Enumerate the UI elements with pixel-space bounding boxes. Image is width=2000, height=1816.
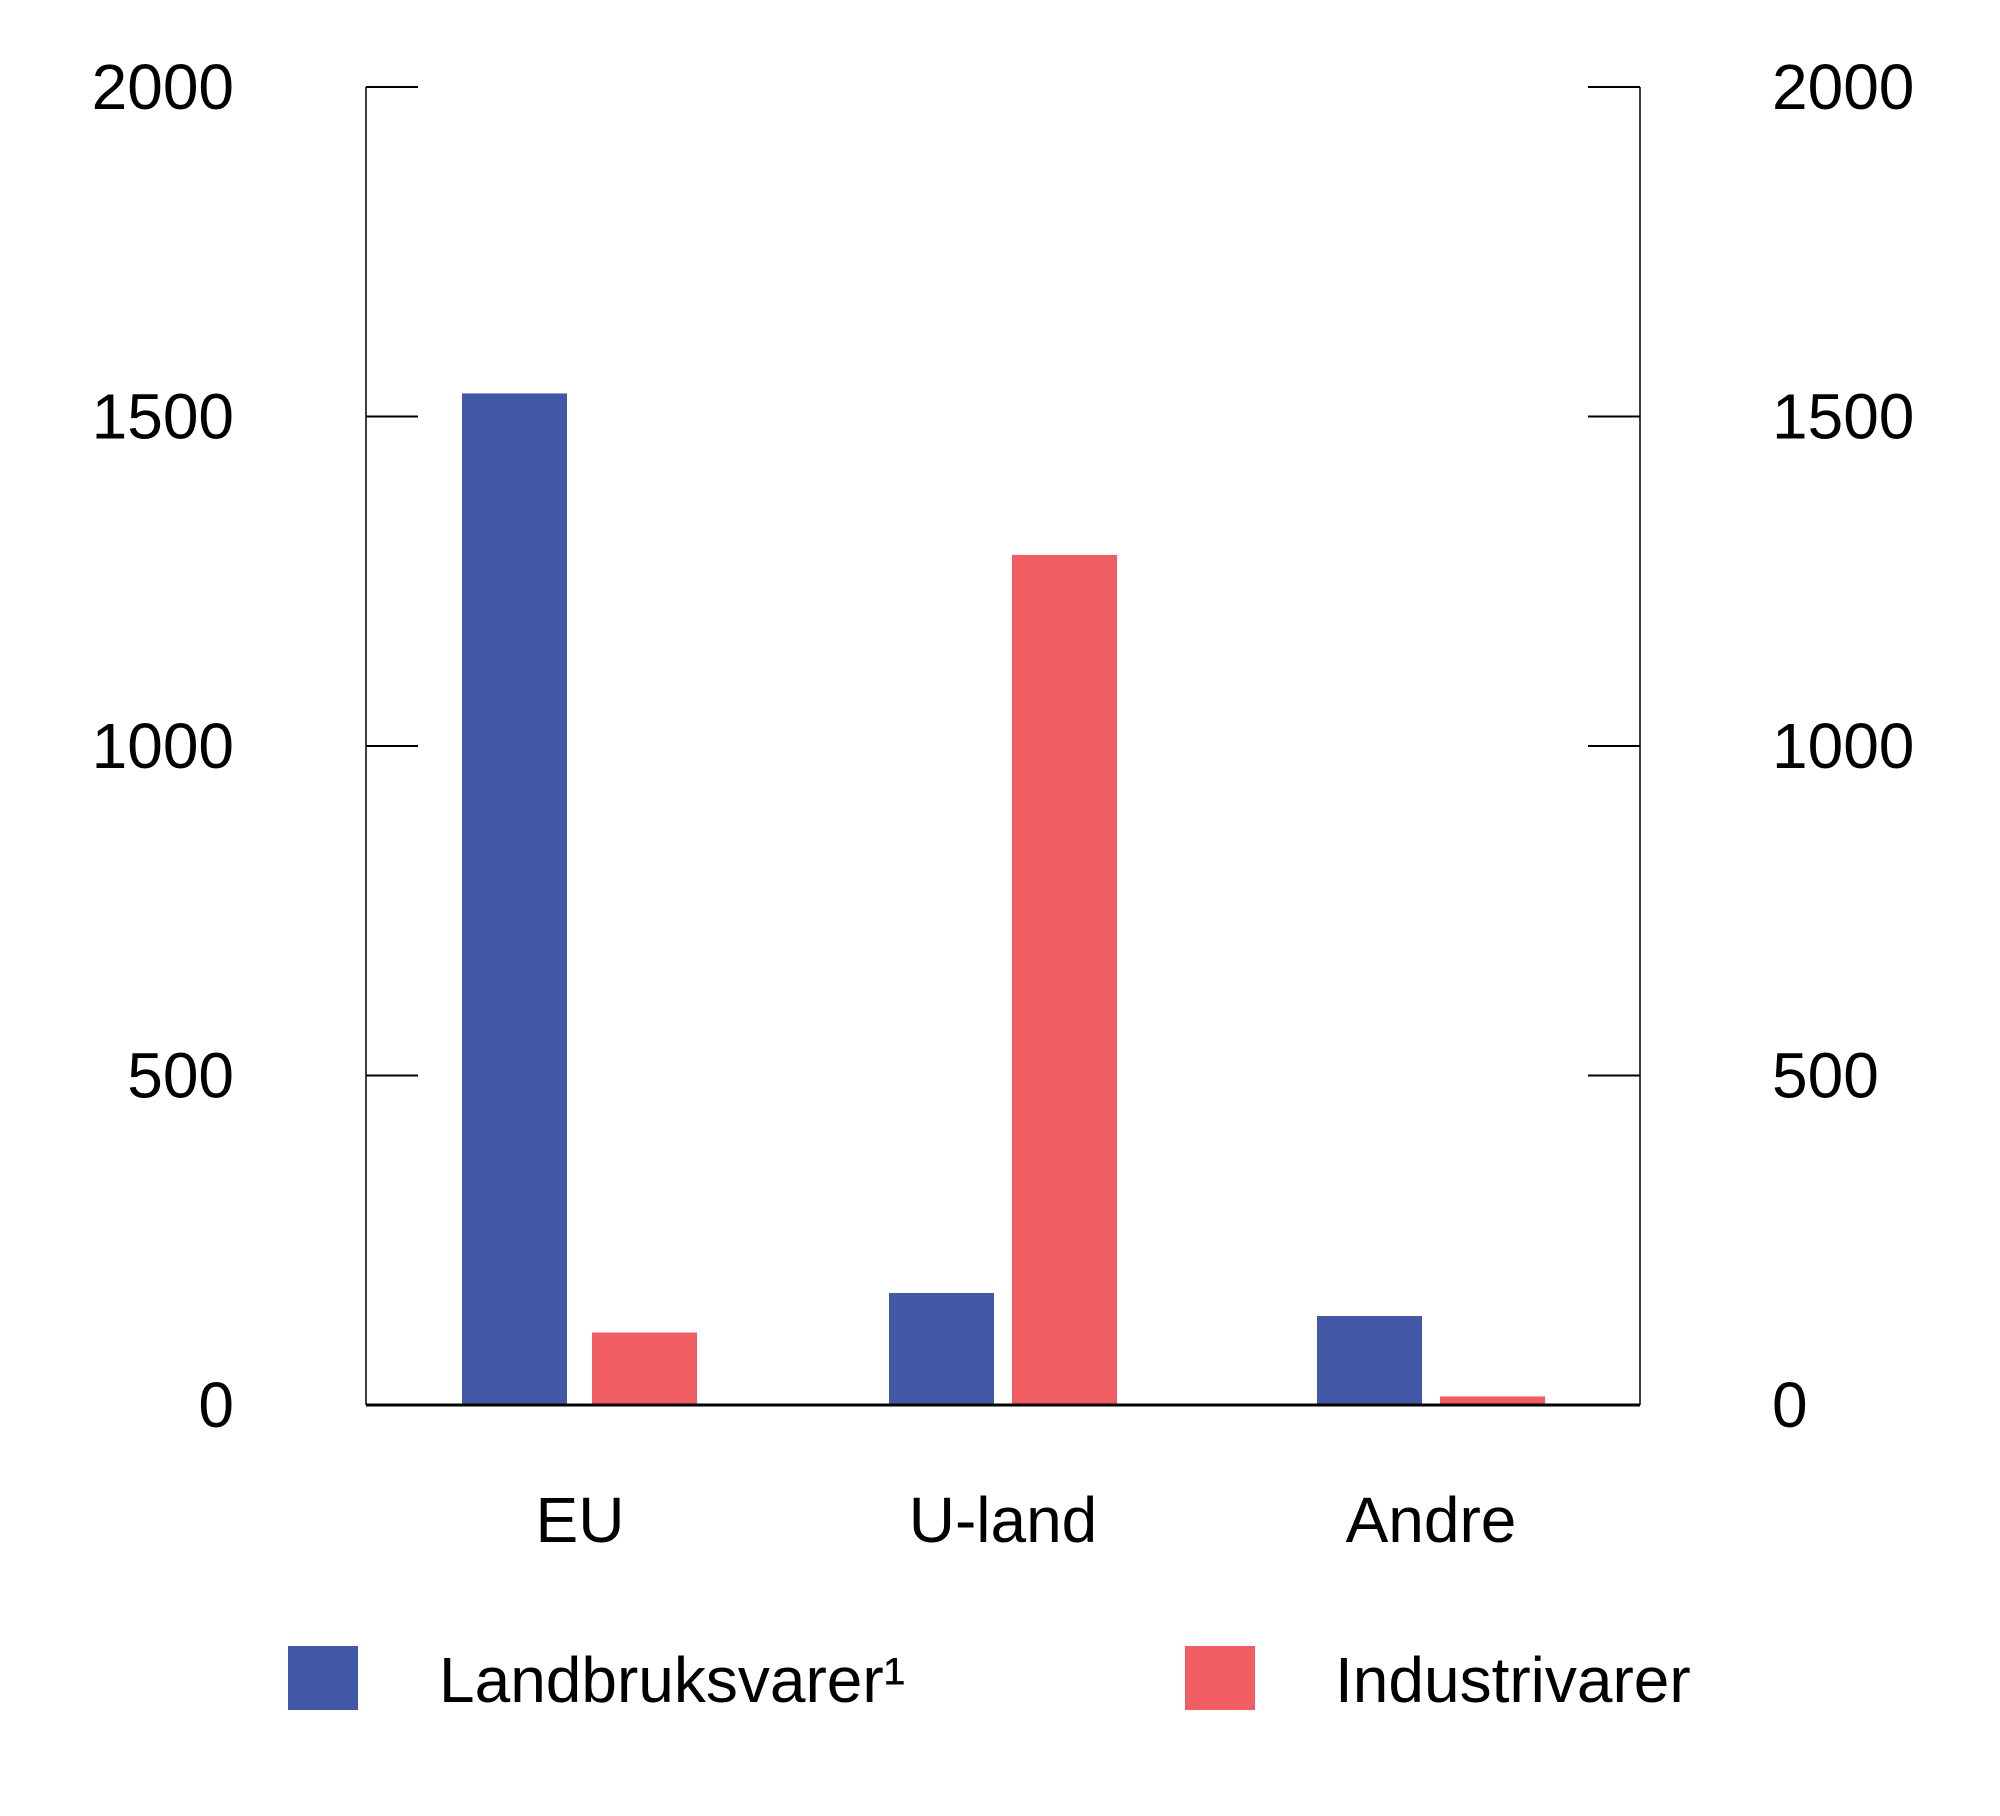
right-tick-label: 500 xyxy=(1772,1040,1879,1112)
bar-landbruksvarer-eu xyxy=(462,393,567,1405)
bar-landbruksvarer-u-land xyxy=(889,1292,994,1405)
left-tick-label: 1000 xyxy=(92,710,234,782)
right-tick-label: 2000 xyxy=(1772,51,1914,123)
bar-industrivarer-eu xyxy=(592,1332,697,1405)
category-label: Andre xyxy=(1346,1484,1517,1556)
legend-swatch xyxy=(288,1646,358,1710)
category-label: EU xyxy=(536,1484,625,1556)
category-label: U-land xyxy=(909,1484,1098,1556)
right-tick-label: 1000 xyxy=(1772,710,1914,782)
bar-landbruksvarer-andre xyxy=(1317,1316,1422,1405)
left-tick-label: 1500 xyxy=(92,381,234,453)
left-tick-label: 500 xyxy=(127,1040,234,1112)
legend-label: Industrivarer xyxy=(1335,1644,1691,1716)
legend-swatch xyxy=(1185,1646,1255,1710)
bar-industrivarer-u-land xyxy=(1012,554,1117,1405)
legend-label: Landbruksvarer¹ xyxy=(439,1644,905,1716)
bar-industrivarer-andre xyxy=(1440,1396,1545,1405)
left-tick-label: 0 xyxy=(198,1369,234,1441)
right-tick-label: 0 xyxy=(1772,1369,1808,1441)
left-tick-label: 2000 xyxy=(92,51,234,123)
right-tick-label: 1500 xyxy=(1772,381,1914,453)
